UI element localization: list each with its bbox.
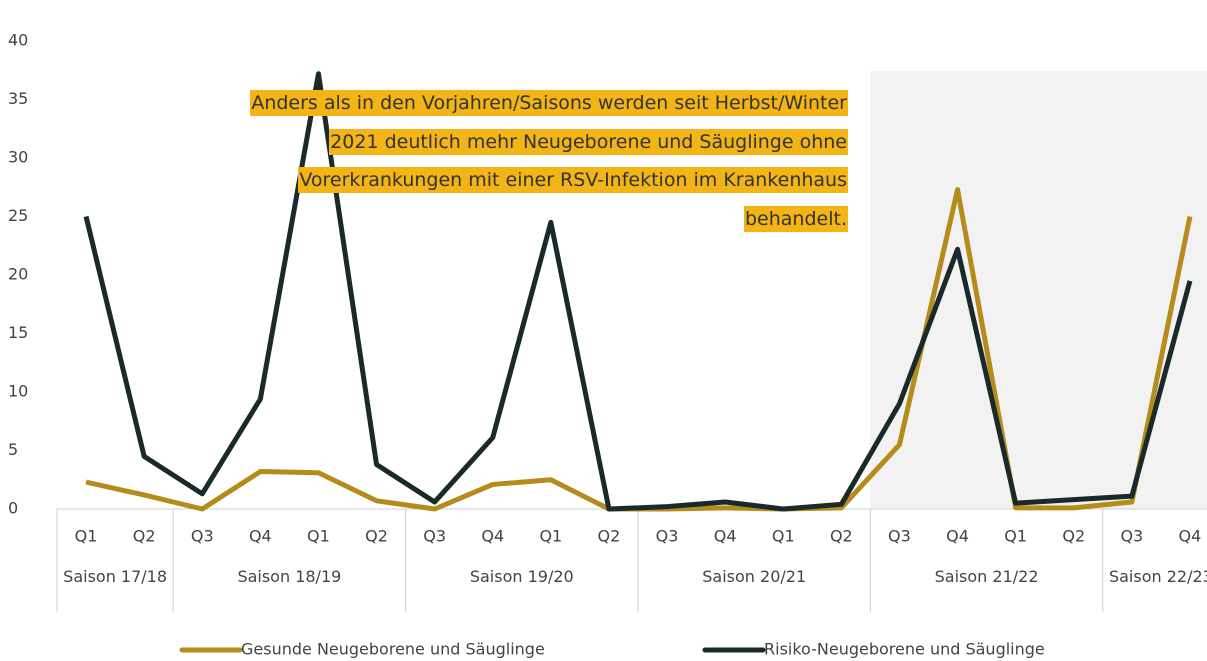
annotation-text: Anders als in den Vorjahren/Saisons werd… <box>250 90 848 232</box>
group-label: Saison 22/23 <box>1108 567 1207 586</box>
x-tick-label: Q4 <box>946 527 969 546</box>
x-tick-label: Q2 <box>598 527 621 546</box>
y-tick-label: 30 <box>8 148 28 167</box>
y-tick-label: 0 <box>8 499 18 518</box>
x-tick-label: Q3 <box>423 527 446 546</box>
group-label: Saison 18/19 <box>237 567 342 586</box>
x-tick-label: Q4 <box>1179 527 1202 546</box>
y-tick-label: 25 <box>8 206 28 225</box>
legend-label: Risiko-Neugeborene und Säuglinge <box>764 640 1045 659</box>
x-tick-label: Q2 <box>133 527 156 546</box>
x-tick-label: Q2 <box>365 527 388 546</box>
x-tick-label: Q1 <box>1004 527 1027 546</box>
x-tick-label: Q1 <box>539 527 562 546</box>
group-label: Saison 20/21 <box>702 567 807 586</box>
y-tick-label: 15 <box>8 323 28 342</box>
x-tick-label: Q2 <box>830 527 853 546</box>
x-tick-label: Q2 <box>1062 527 1085 546</box>
x-tick-label: Q1 <box>307 527 330 546</box>
x-tick-label: Q4 <box>249 527 272 546</box>
x-tick-label: Q3 <box>1120 527 1143 546</box>
group-label: Saison 21/22 <box>934 567 1039 586</box>
y-tick-label: 5 <box>8 440 18 459</box>
y-tick-label: 20 <box>8 265 28 284</box>
x-tick-label: Q3 <box>191 527 214 546</box>
group-label: Saison 19/20 <box>469 567 574 586</box>
highlight-region <box>870 71 1207 509</box>
y-tick-label: 35 <box>8 89 28 108</box>
x-tick-label: Q4 <box>714 527 737 546</box>
legend-label: Gesunde Neugeborene und Säuglinge <box>241 640 545 659</box>
group-label: Saison 17/18 <box>63 567 168 586</box>
x-tick-label: Q1 <box>75 527 98 546</box>
x-tick-label: Q3 <box>656 527 679 546</box>
x-tick-label: Q1 <box>772 527 795 546</box>
y-tick-label: 40 <box>8 31 28 50</box>
annotation: Anders als in den Vorjahren/Saisons werd… <box>198 84 848 238</box>
series-line <box>83 71 1193 512</box>
x-tick-label: Q3 <box>888 527 911 546</box>
y-tick-label: 10 <box>8 382 28 401</box>
x-tick-label: Q4 <box>481 527 504 546</box>
